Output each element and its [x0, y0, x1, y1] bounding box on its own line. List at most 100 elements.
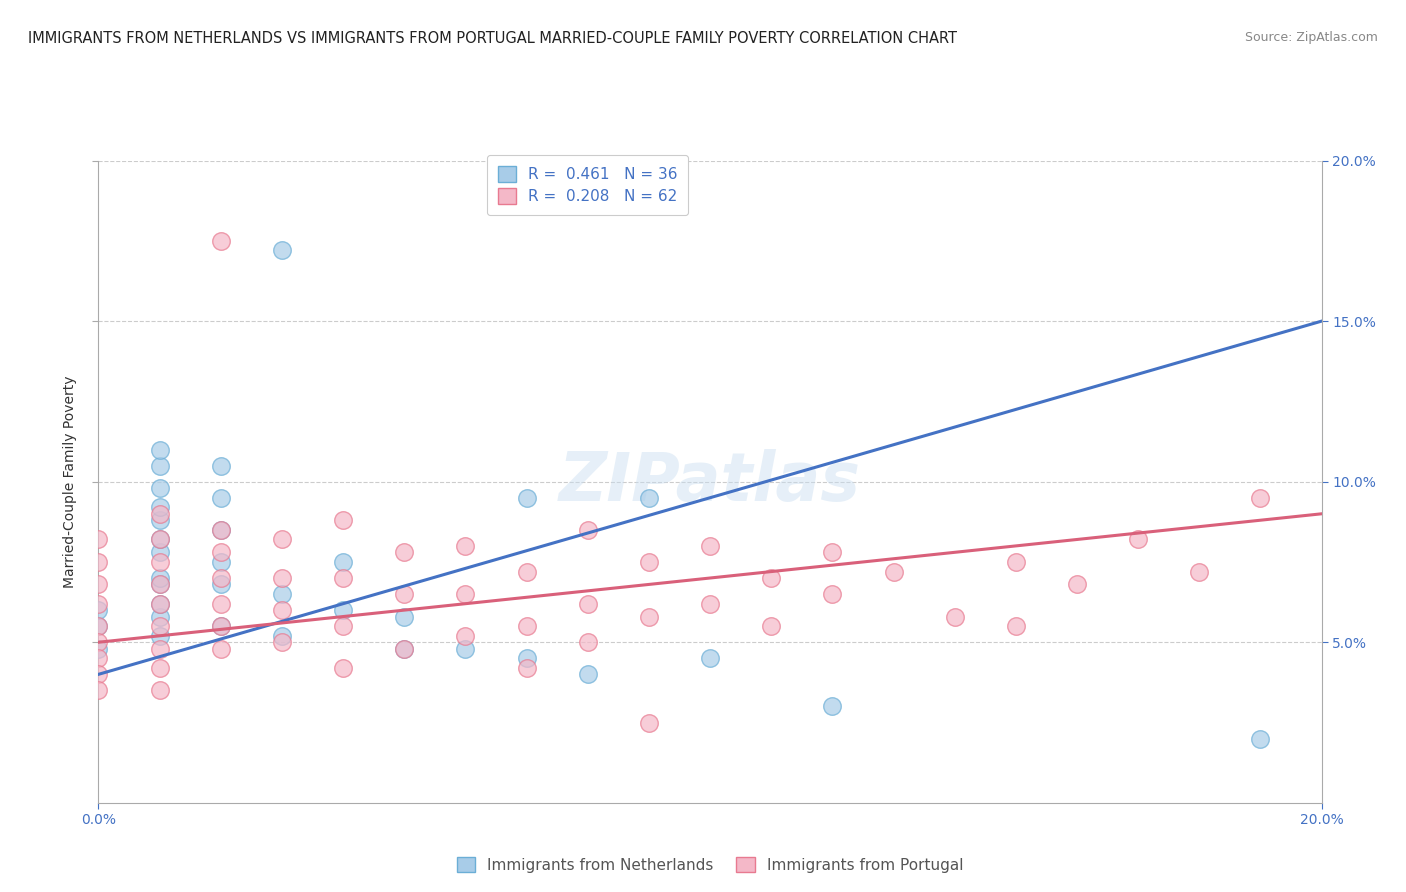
Point	[87, 533, 110, 547]
Point	[332, 661, 354, 675]
Point	[516, 619, 538, 633]
Point	[149, 500, 172, 515]
Point	[392, 641, 416, 656]
Point	[392, 545, 416, 559]
Point	[87, 603, 110, 617]
Point	[576, 523, 599, 537]
Point	[149, 629, 172, 643]
Point	[1128, 533, 1150, 547]
Point	[332, 513, 354, 527]
Point	[516, 661, 538, 675]
Point	[454, 641, 477, 656]
Point	[637, 491, 661, 505]
Point	[270, 533, 292, 547]
Point	[270, 635, 292, 649]
Point	[87, 619, 110, 633]
Point	[943, 609, 966, 624]
Point	[149, 507, 172, 521]
Point	[149, 597, 172, 611]
Point	[149, 458, 172, 473]
Point	[270, 587, 292, 601]
Point	[87, 577, 110, 591]
Point	[1004, 619, 1026, 633]
Point	[209, 458, 232, 473]
Point	[1188, 565, 1211, 579]
Point	[1066, 577, 1088, 591]
Point	[209, 577, 232, 591]
Point	[637, 555, 661, 569]
Point	[332, 603, 354, 617]
Point	[270, 603, 292, 617]
Point	[149, 619, 172, 633]
Point	[454, 629, 477, 643]
Point	[454, 539, 477, 553]
Point	[209, 523, 232, 537]
Point	[87, 619, 110, 633]
Point	[332, 555, 354, 569]
Point	[149, 609, 172, 624]
Point	[149, 555, 172, 569]
Point	[149, 513, 172, 527]
Point	[576, 597, 599, 611]
Point	[637, 609, 661, 624]
Point	[270, 244, 292, 258]
Text: ZIPatlas: ZIPatlas	[560, 449, 860, 515]
Point	[392, 609, 416, 624]
Point	[576, 635, 599, 649]
Point	[87, 555, 110, 569]
Point	[149, 533, 172, 547]
Point	[87, 651, 110, 665]
Point	[209, 619, 232, 633]
Point	[270, 571, 292, 585]
Point	[149, 683, 172, 698]
Y-axis label: Married-Couple Family Poverty: Married-Couple Family Poverty	[63, 376, 77, 588]
Point	[149, 597, 172, 611]
Point	[209, 619, 232, 633]
Point	[821, 587, 844, 601]
Point	[149, 577, 172, 591]
Point	[209, 523, 232, 537]
Point	[516, 651, 538, 665]
Legend: Immigrants from Netherlands, Immigrants from Portugal: Immigrants from Netherlands, Immigrants …	[450, 850, 970, 879]
Point	[1004, 555, 1026, 569]
Point	[209, 491, 232, 505]
Point	[392, 587, 416, 601]
Point	[332, 571, 354, 585]
Point	[332, 619, 354, 633]
Point	[209, 571, 232, 585]
Point	[149, 577, 172, 591]
Point	[821, 545, 844, 559]
Point	[883, 565, 905, 579]
Point	[209, 597, 232, 611]
Point	[149, 571, 172, 585]
Point	[209, 545, 232, 559]
Point	[821, 699, 844, 714]
Point	[392, 641, 416, 656]
Point	[149, 533, 172, 547]
Point	[149, 661, 172, 675]
Point	[516, 565, 538, 579]
Point	[759, 619, 782, 633]
Point	[149, 641, 172, 656]
Text: Source: ZipAtlas.com: Source: ZipAtlas.com	[1244, 31, 1378, 45]
Point	[149, 442, 172, 457]
Point	[637, 715, 661, 730]
Point	[699, 597, 721, 611]
Point	[87, 683, 110, 698]
Point	[87, 597, 110, 611]
Point	[87, 641, 110, 656]
Point	[149, 545, 172, 559]
Text: IMMIGRANTS FROM NETHERLANDS VS IMMIGRANTS FROM PORTUGAL MARRIED-COUPLE FAMILY PO: IMMIGRANTS FROM NETHERLANDS VS IMMIGRANT…	[28, 31, 957, 46]
Point	[1249, 491, 1271, 505]
Point	[576, 667, 599, 681]
Point	[1249, 731, 1271, 746]
Point	[759, 571, 782, 585]
Point	[454, 587, 477, 601]
Point	[270, 629, 292, 643]
Point	[699, 539, 721, 553]
Point	[87, 635, 110, 649]
Point	[149, 481, 172, 495]
Point	[209, 234, 232, 248]
Point	[87, 667, 110, 681]
Point	[699, 651, 721, 665]
